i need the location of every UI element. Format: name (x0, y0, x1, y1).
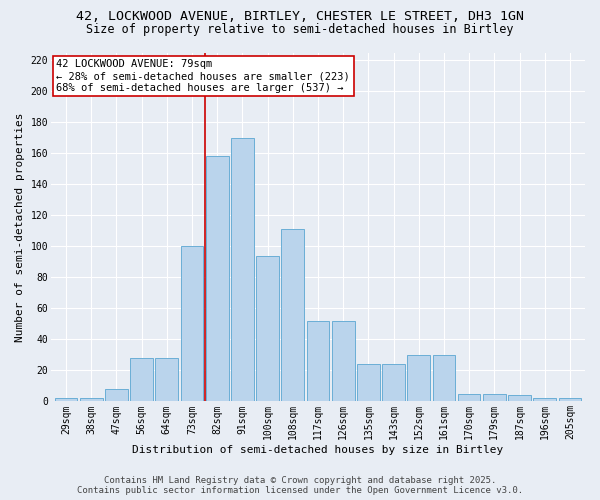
Bar (55, 398, 77, 402)
Bar (357, 364, 380, 402)
Bar (382, 364, 405, 402)
Bar (80, 398, 103, 402)
Bar (433, 355, 455, 402)
Bar (458, 394, 481, 402)
Bar (307, 321, 329, 402)
Text: 42 LOCKWOOD AVENUE: 79sqm
← 28% of semi-detached houses are smaller (223)
68% of: 42 LOCKWOOD AVENUE: 79sqm ← 28% of semi-… (56, 60, 350, 92)
Bar (508, 395, 531, 402)
Text: Size of property relative to semi-detached houses in Birtley: Size of property relative to semi-detach… (86, 22, 514, 36)
Bar (181, 246, 203, 402)
Bar (332, 321, 355, 402)
Bar (533, 398, 556, 402)
Bar (130, 358, 153, 402)
Bar (281, 230, 304, 402)
Bar (155, 358, 178, 402)
Bar (407, 355, 430, 402)
Bar (483, 394, 506, 402)
Bar (206, 156, 229, 402)
Text: 42, LOCKWOOD AVENUE, BIRTLEY, CHESTER LE STREET, DH3 1GN: 42, LOCKWOOD AVENUE, BIRTLEY, CHESTER LE… (76, 10, 524, 23)
Bar (559, 398, 581, 402)
X-axis label: Distribution of semi-detached houses by size in Birtley: Distribution of semi-detached houses by … (133, 445, 503, 455)
Bar (105, 389, 128, 402)
Text: Contains HM Land Registry data © Crown copyright and database right 2025.
Contai: Contains HM Land Registry data © Crown c… (77, 476, 523, 495)
Y-axis label: Number of semi-detached properties: Number of semi-detached properties (15, 112, 25, 342)
Bar (256, 256, 279, 402)
Bar (231, 138, 254, 402)
